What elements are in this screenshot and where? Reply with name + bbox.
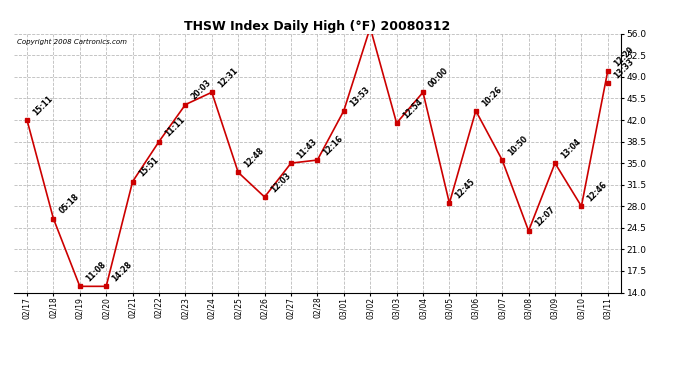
Text: 10:50: 10:50 bbox=[506, 134, 530, 157]
Text: 11:11: 11:11 bbox=[163, 116, 186, 139]
Text: 12:16: 12:16 bbox=[322, 134, 345, 157]
Text: 12:48: 12:48 bbox=[242, 146, 266, 170]
Text: 11:08: 11:08 bbox=[84, 260, 108, 284]
Text: 12:07: 12:07 bbox=[533, 205, 556, 228]
Text: 05:18: 05:18 bbox=[57, 192, 81, 216]
Text: 12:46: 12:46 bbox=[586, 180, 609, 204]
Text: Copyright 2008 Cartronics.com: Copyright 2008 Cartronics.com bbox=[17, 39, 127, 45]
Text: 20:03: 20:03 bbox=[190, 78, 213, 102]
Text: 13:33: 13:33 bbox=[612, 57, 635, 80]
Text: 12:03: 12:03 bbox=[269, 171, 292, 194]
Text: 12:29: 12:29 bbox=[612, 45, 635, 68]
Text: 15:51: 15:51 bbox=[137, 156, 160, 179]
Text: 10:26: 10:26 bbox=[480, 84, 504, 108]
Text: 13:04: 13:04 bbox=[559, 137, 582, 160]
Text: 12:45: 12:45 bbox=[453, 177, 477, 200]
Text: 11:51: 11:51 bbox=[0, 374, 1, 375]
Title: THSW Index Daily High (°F) 20080312: THSW Index Daily High (°F) 20080312 bbox=[184, 20, 451, 33]
Text: 12:54: 12:54 bbox=[401, 97, 424, 120]
Text: 15:11: 15:11 bbox=[31, 94, 55, 117]
Text: 00:00: 00:00 bbox=[427, 66, 451, 90]
Text: 14:28: 14:28 bbox=[110, 260, 134, 284]
Text: 11:43: 11:43 bbox=[295, 137, 319, 160]
Text: 12:31: 12:31 bbox=[216, 66, 239, 90]
Text: 13:53: 13:53 bbox=[348, 85, 371, 108]
